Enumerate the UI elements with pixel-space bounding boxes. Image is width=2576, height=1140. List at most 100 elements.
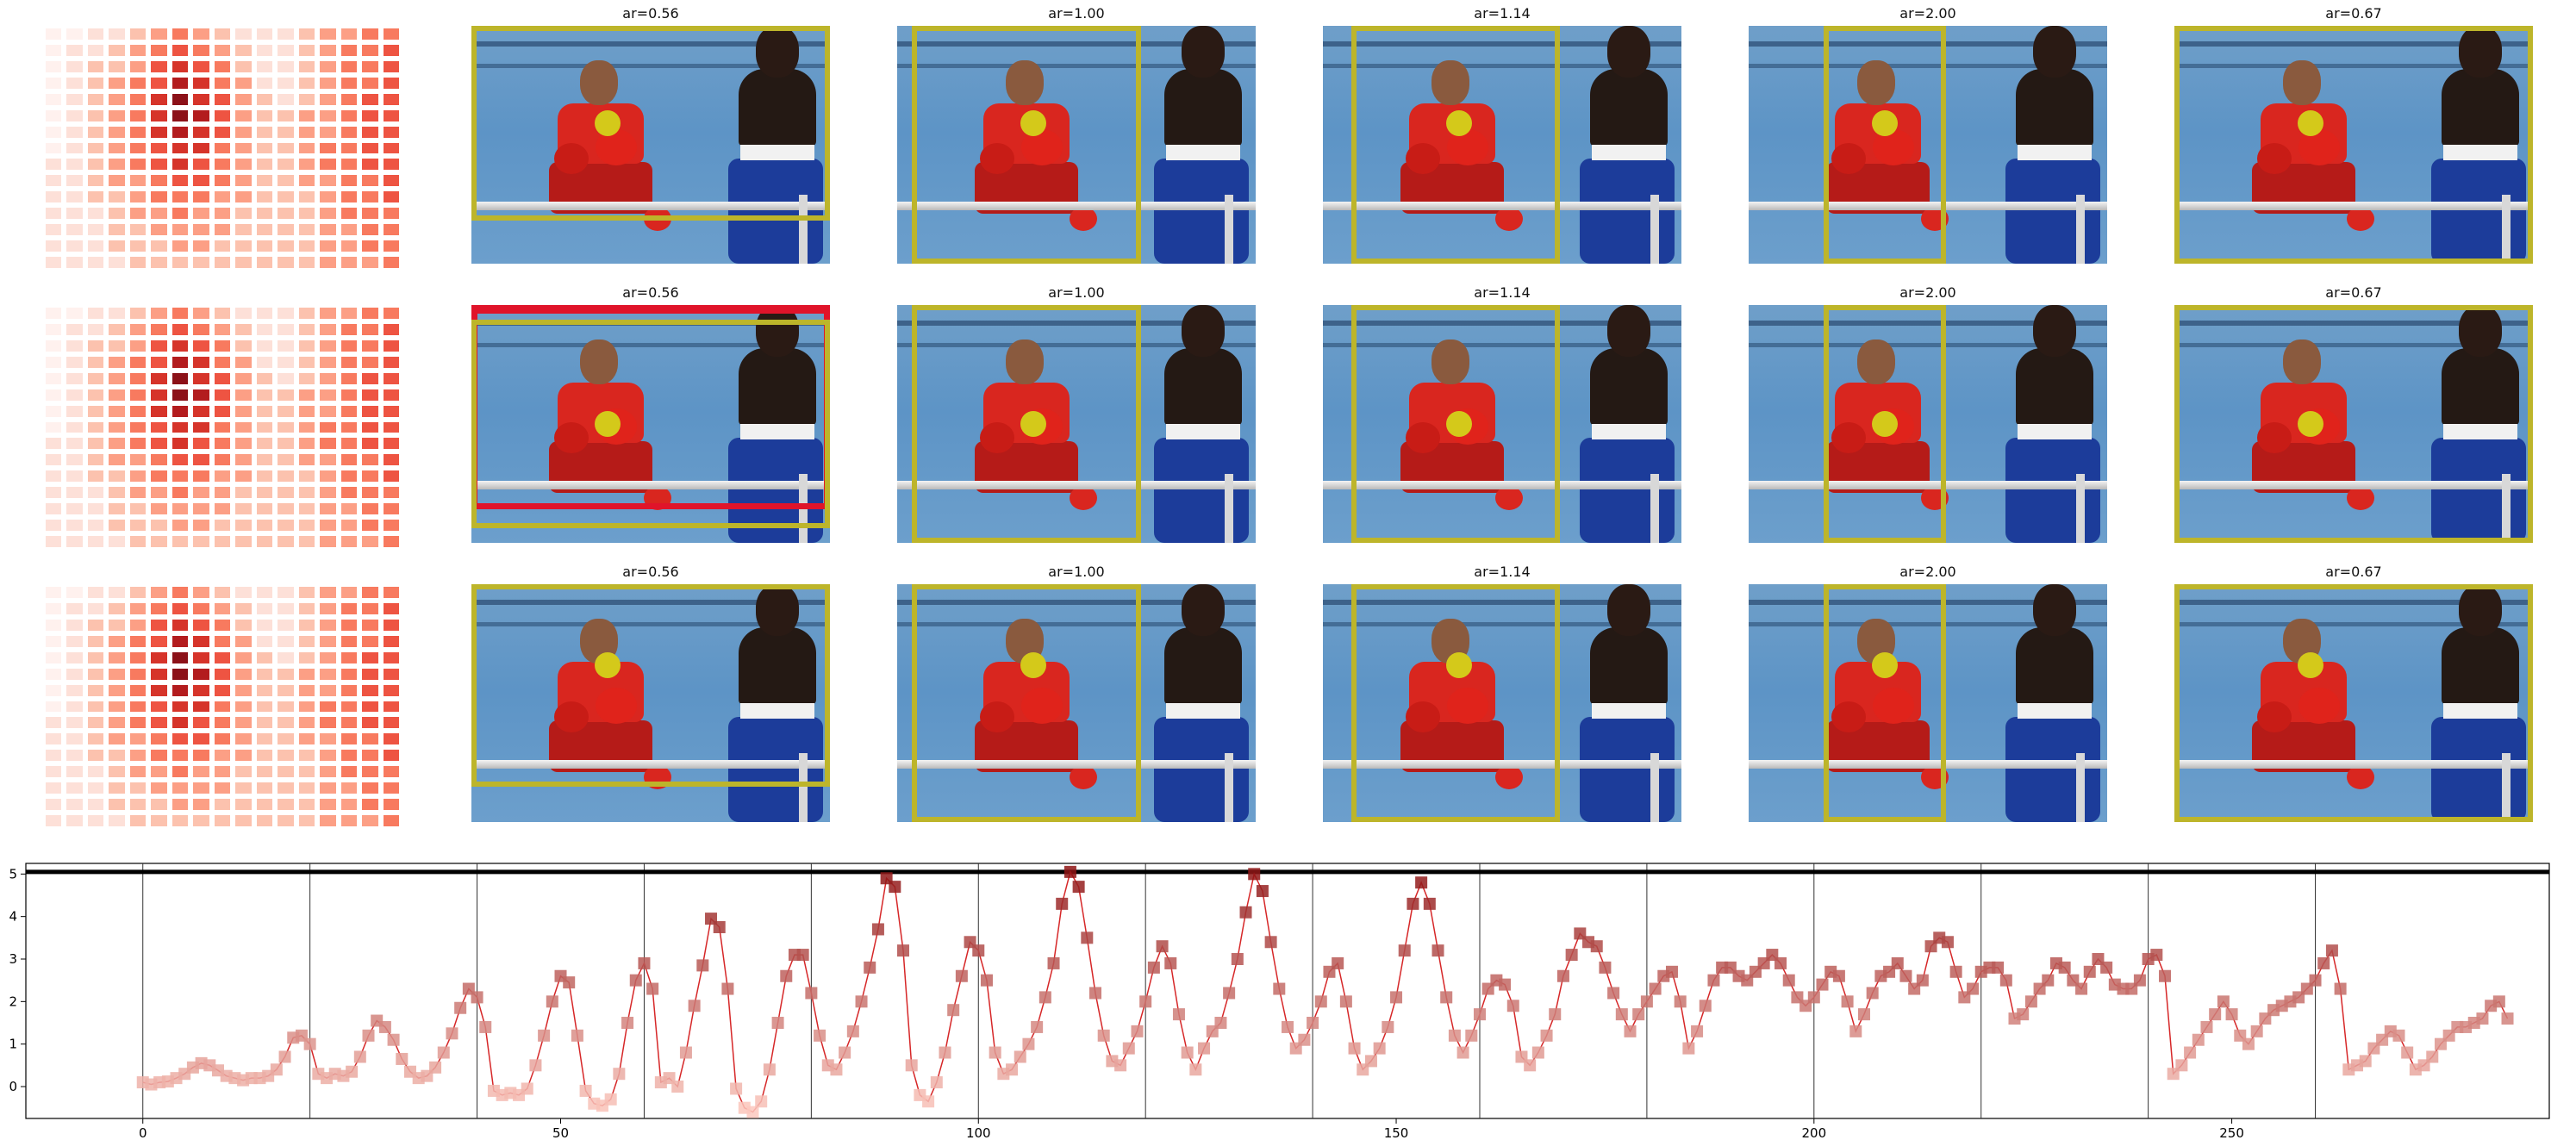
heatmap-cell [46, 782, 62, 794]
ring-rope [1323, 760, 1681, 769]
x-tick-label: 150 [1384, 1125, 1409, 1140]
heatmap-cell [151, 536, 167, 547]
heatmap-cell [172, 619, 189, 631]
data-point [1364, 1055, 1377, 1068]
heatmap-cell [66, 240, 83, 252]
heatmap-cell [298, 372, 315, 384]
heatmap-cell [298, 28, 315, 40]
heatmap-cell [214, 60, 231, 72]
heatmap-cell [46, 487, 62, 499]
heatmap-cell [87, 240, 104, 252]
data-point [1063, 865, 1076, 878]
heatmap-cell [87, 668, 104, 680]
heatmap-cell [298, 750, 315, 762]
heatmap-cell [109, 733, 125, 745]
x-tick-label: 200 [1801, 1125, 1826, 1140]
heatmap-cell [383, 470, 399, 483]
heatmap-cell [109, 93, 125, 105]
heatmap-cell [46, 454, 62, 466]
heatmap-cell [235, 651, 252, 663]
heatmap-cell [383, 438, 399, 450]
heatmap-cell [129, 240, 147, 252]
heatmap-cell [383, 454, 399, 466]
heatmap-cell [298, 405, 315, 417]
data-point [646, 982, 659, 995]
heatmap-cell [151, 438, 167, 450]
heatmap-cell [193, 372, 209, 384]
heatmap-cell [66, 536, 83, 547]
heatmap-cell [172, 159, 189, 171]
heatmap-cell [383, 142, 399, 154]
heatmap-cell [340, 766, 358, 778]
data-point [1189, 1063, 1202, 1076]
heatmap-cell [320, 44, 336, 56]
heatmap-cell [340, 717, 358, 729]
heatmap-cell [129, 126, 147, 138]
heatmap-cell [235, 224, 252, 236]
heatmap-cell [87, 487, 104, 499]
heatmap-cell [46, 520, 62, 532]
heatmap-cell [278, 782, 294, 794]
heatmap-cell [87, 766, 104, 778]
heatmap-cell [340, 308, 358, 319]
heatmap-cell [235, 240, 252, 252]
data-point [972, 944, 985, 957]
ring-rope [1323, 622, 1681, 626]
heatmap-cell [109, 619, 125, 631]
data-point [939, 1046, 951, 1059]
heatmap-cell [66, 684, 83, 696]
heatmap-cell [87, 782, 104, 794]
heatmap-cell [87, 191, 104, 203]
data-point [1282, 1020, 1294, 1033]
heatmap [43, 584, 402, 829]
data-point [2150, 949, 2163, 962]
heatmap-cell [129, 799, 147, 811]
heatmap-cell [298, 717, 315, 729]
data-point [1775, 956, 1787, 969]
heatmap-cell [172, 77, 189, 89]
data-point [2325, 944, 2338, 957]
center-marker [2298, 110, 2324, 137]
heatmap-cell [46, 438, 62, 450]
heatmap-cell [193, 587, 209, 598]
data-point [1239, 906, 1252, 919]
ring-rope [897, 64, 1256, 68]
heatmap-cell [362, 93, 378, 105]
heatmap-cell [298, 356, 315, 368]
heatmap-cell [214, 405, 231, 417]
ring-rope [2174, 202, 2533, 210]
heatmap-cell [235, 340, 252, 352]
heatmap-cell [320, 668, 336, 680]
heatmap-cell [66, 815, 83, 826]
heatmap-cell [362, 372, 378, 384]
heatmap-cell [87, 421, 104, 433]
panel-title: ar=2.00 [1899, 564, 1956, 580]
center-marker [1872, 110, 1899, 137]
heatmap-cell [383, 750, 399, 762]
data-point [353, 1050, 366, 1063]
center-marker [1020, 110, 1047, 137]
crop-box [1824, 584, 1946, 822]
ring-rope [1749, 321, 2107, 326]
heatmap-cell [193, 93, 209, 105]
ring-rope [1323, 600, 1681, 605]
data-point [471, 991, 483, 1004]
crop-box [911, 584, 1141, 822]
heatmap-cell [320, 421, 336, 433]
heatmap-cell [66, 602, 83, 614]
heatmap-cell [172, 44, 189, 56]
boxing-photo [2174, 584, 2533, 822]
heatmap-cell [46, 175, 62, 187]
heatmap-cell [214, 191, 231, 203]
blue-boxer [1147, 584, 1251, 822]
heatmap-cell [235, 175, 252, 187]
heatmap-cell [46, 733, 62, 745]
heatmap-cell [256, 503, 273, 515]
panel-title: ar=1.14 [1474, 284, 1531, 301]
data-point [2476, 1012, 2489, 1025]
heatmap-cell [214, 587, 231, 598]
data-point [871, 923, 884, 936]
heatmap-cell [129, 257, 147, 268]
heatmap-cell [87, 389, 104, 401]
heatmap-cell [235, 159, 252, 171]
